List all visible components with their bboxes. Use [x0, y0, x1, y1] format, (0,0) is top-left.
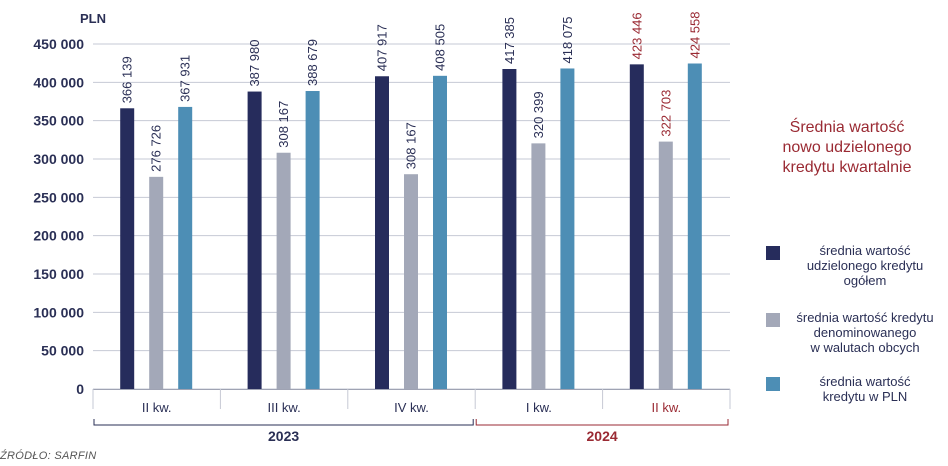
legend-swatch-foreign — [766, 313, 780, 327]
x-tick-label: II kw. — [142, 400, 172, 415]
y-tick-label: 400 000 — [33, 74, 84, 90]
legend-label-total: średnia wartość udzielonego kredytu ogół… — [790, 243, 940, 288]
source-note: ŹRÓDŁO: SARFIN — [0, 450, 97, 462]
bar — [433, 75, 447, 389]
legend-label-line: średnia wartość — [819, 243, 911, 258]
chart-title-line: Średnia wartość — [789, 119, 905, 136]
year-label: 2024 — [587, 428, 618, 444]
y-unit-label: PLN — [80, 11, 106, 26]
x-tick-label: II kw. — [651, 400, 681, 415]
y-tick-label: 200 000 — [33, 228, 84, 244]
bar — [629, 64, 644, 390]
bar — [658, 141, 673, 389]
y-tick-label: 0 — [76, 381, 84, 397]
x-tick-label: III kw. — [267, 400, 300, 415]
data-label: 367 931 — [178, 55, 193, 102]
bar — [375, 76, 389, 389]
bar — [687, 63, 702, 390]
y-tick-label: 50 000 — [41, 343, 84, 359]
legend-label-line: kredytu w PLN — [822, 389, 908, 404]
legend-label-pln: średnia wartość kredytu w PLN — [790, 374, 940, 404]
chart-title-line: kredytu kwartalnie — [782, 159, 912, 176]
y-tick-label: 350 000 — [33, 113, 84, 129]
data-label: 423 446 — [629, 12, 644, 59]
legend-label-line: udzielonego kredytu — [806, 258, 924, 273]
year-bracket — [475, 419, 729, 426]
data-label: 418 075 — [560, 16, 575, 63]
y-tick-label: 450 000 — [33, 36, 84, 52]
legend-label-line: w walutach obcych — [810, 340, 920, 355]
legend-label-line: ogółem — [843, 273, 887, 288]
bar — [120, 108, 135, 390]
data-label: 366 139 — [120, 56, 135, 103]
legend-label-line: średnia wartość — [819, 374, 911, 389]
bar — [247, 91, 262, 389]
data-label: 388 679 — [305, 39, 320, 86]
data-label: 322 703 — [658, 90, 673, 137]
bar — [531, 143, 546, 389]
bar — [404, 174, 418, 389]
data-label: 417 385 — [502, 17, 517, 64]
bar — [178, 106, 193, 390]
data-label: 387 980 — [247, 40, 262, 87]
bar — [560, 68, 575, 389]
y-tick-label: 300 000 — [33, 151, 84, 167]
year-label: 2023 — [268, 428, 299, 444]
bar — [502, 69, 517, 390]
bar — [276, 152, 291, 389]
data-label: 408 505 — [433, 24, 448, 71]
data-label: 308 167 — [404, 122, 419, 169]
x-tick-label: I kw. — [526, 400, 552, 415]
x-tick-label: IV kw. — [394, 400, 429, 415]
chart-title-line: nowo udzielonego — [782, 139, 912, 156]
data-label: 320 399 — [531, 91, 546, 138]
legend-swatch-pln — [766, 377, 780, 391]
bar — [305, 91, 320, 390]
y-tick-label: 250 000 — [33, 189, 84, 205]
data-label: 424 558 — [687, 12, 702, 59]
legend-label-line: denominowanego — [813, 325, 917, 340]
y-tick-label: 150 000 — [33, 266, 84, 282]
data-label: 407 917 — [375, 24, 390, 71]
legend-swatch-total — [766, 246, 780, 260]
data-label: 276 726 — [149, 125, 164, 172]
data-label: 308 167 — [276, 101, 291, 148]
legend-label-foreign: średnia wartość kredytu denominowanego w… — [790, 310, 940, 355]
y-tick-label: 100 000 — [33, 304, 84, 320]
bar — [149, 176, 164, 389]
legend-label-line: średnia wartość kredytu — [796, 310, 934, 325]
year-bracket — [93, 419, 474, 426]
chart-title: Średnia wartość nowo udzielonego kredytu… — [752, 118, 942, 178]
